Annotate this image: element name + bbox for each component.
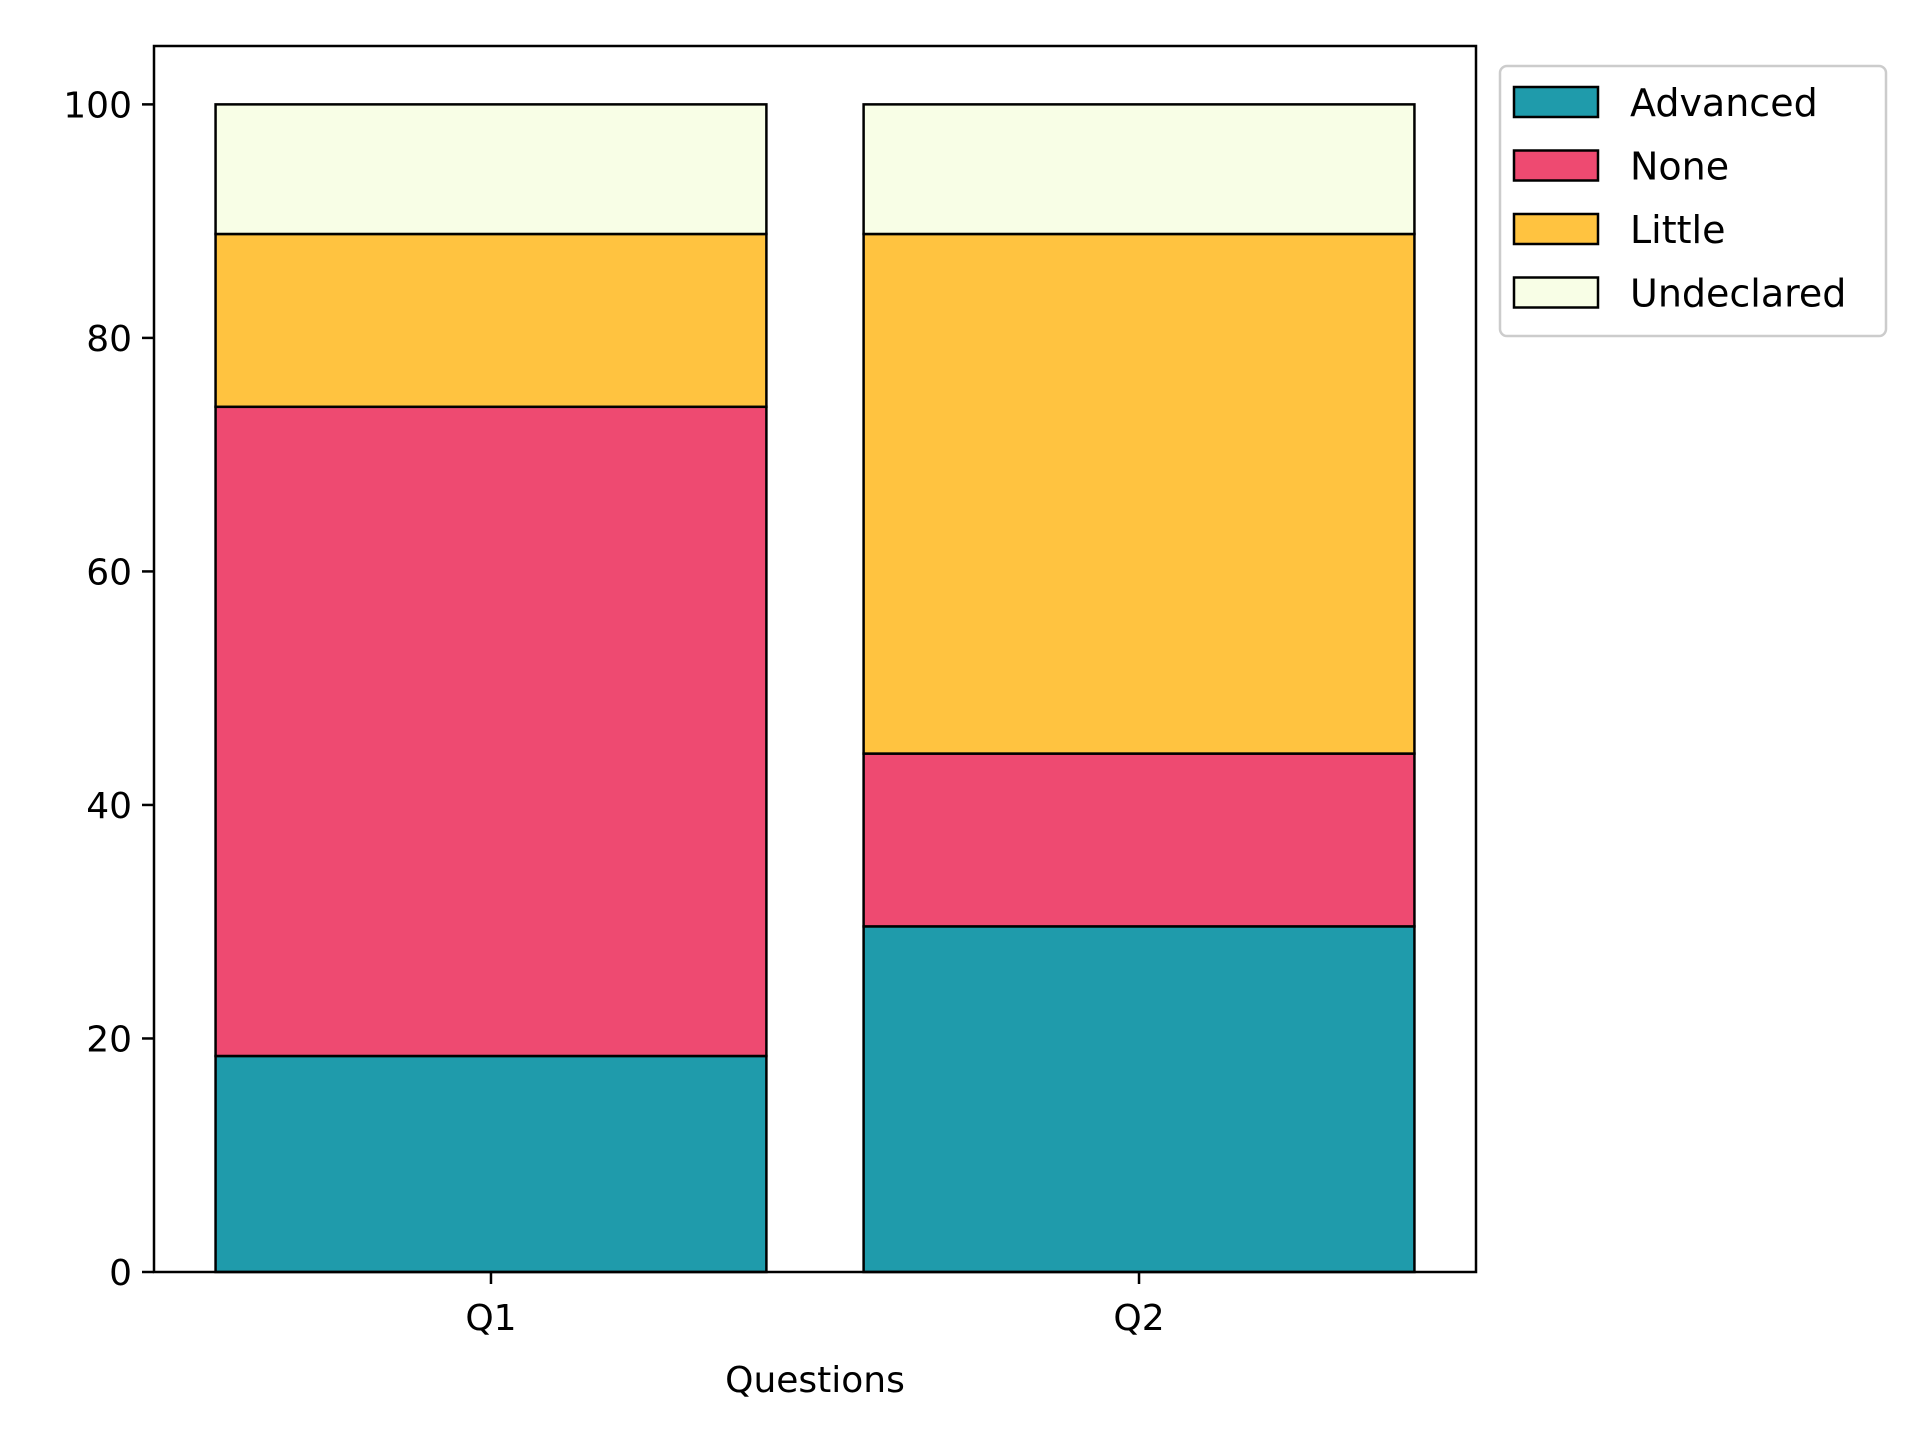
- y-tick-label: 0: [109, 1253, 132, 1294]
- legend-frame: [1498, 64, 1888, 338]
- bar-advanced-q1: [214, 1054, 768, 1274]
- legend-label-undeclared: Undeclared: [1630, 272, 1846, 316]
- x-axis-label: Questions: [725, 1360, 905, 1401]
- bars-layer: [214, 103, 1416, 1274]
- legend-label-advanced: Advanced: [1630, 81, 1818, 125]
- legend-label-none: None: [1630, 145, 1729, 189]
- y-tick-label: 20: [86, 1019, 132, 1060]
- bar-undeclared-q2: [862, 103, 1416, 236]
- bar-little-q1: [214, 232, 768, 409]
- plot-frame: [152, 44, 1478, 1274]
- legend-swatch-undeclared: [1512, 276, 1600, 309]
- bar-advanced-q2: [862, 925, 1416, 1274]
- bar-none-q1: [214, 405, 768, 1058]
- legend-swatch-little: [1512, 212, 1600, 246]
- x-axis: Q1 Q2: [465, 1272, 1165, 1339]
- y-axis: 0 20 40 60 80 100: [63, 85, 154, 1294]
- legend: Advanced None Little Undeclared: [1498, 64, 1888, 338]
- y-tick-label: 100: [63, 85, 132, 126]
- legend-swatch-none: [1512, 149, 1600, 182]
- y-tick-label: 60: [86, 552, 132, 593]
- y-tick-label: 40: [86, 786, 132, 827]
- legend-swatch-advanced: [1512, 85, 1600, 119]
- x-tick-label: Q2: [1113, 1298, 1164, 1339]
- x-tick-label: Q1: [465, 1298, 516, 1339]
- legend-label-little: Little: [1630, 208, 1725, 252]
- bar-little-q2: [862, 232, 1416, 755]
- bar-undeclared-q1: [214, 103, 768, 236]
- y-tick-label: 80: [86, 319, 132, 360]
- bar-none-q2: [862, 752, 1416, 928]
